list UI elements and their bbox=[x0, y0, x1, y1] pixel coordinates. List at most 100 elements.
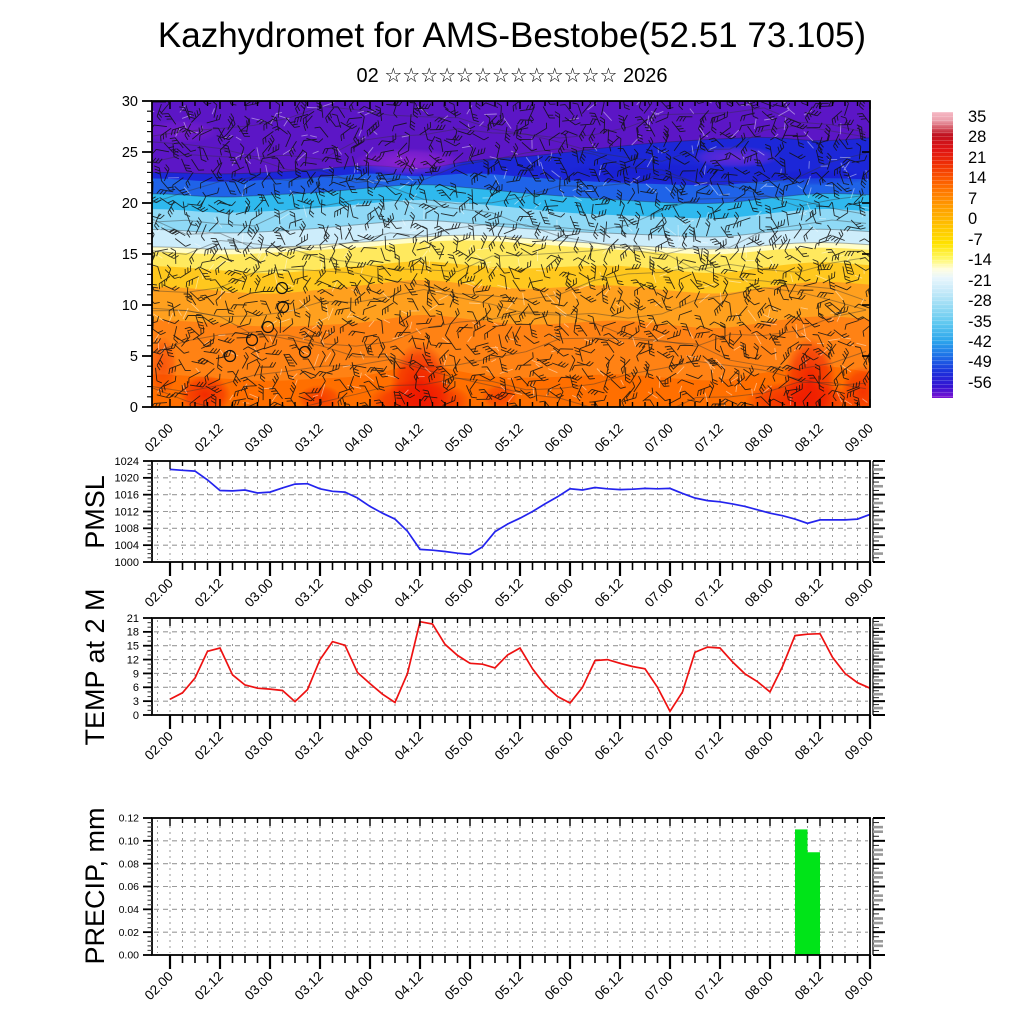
tick-label: 0 bbox=[130, 400, 138, 416]
tick-label: 07.00 bbox=[642, 421, 677, 456]
tick-label: 02.00 bbox=[142, 969, 177, 1004]
tick-label: 08.12 bbox=[792, 729, 827, 764]
tick-label: 1024 bbox=[115, 456, 139, 468]
tick-label: 02.12 bbox=[192, 421, 227, 456]
colorbar-tick-label: 14 bbox=[968, 169, 987, 188]
precip-bar bbox=[807, 852, 820, 955]
cross-section-panel: 0 5 10 15 20 25 30 02.00 02.12 03.00 03.12 04.00 04.… bbox=[122, 94, 876, 456]
tick-label: 06.12 bbox=[592, 421, 627, 456]
tick-label: 02.00 bbox=[142, 421, 177, 456]
tick-label: 09.00 bbox=[842, 969, 877, 1004]
tick-label: 03.00 bbox=[242, 421, 277, 456]
tick-label: 02.12 bbox=[192, 969, 227, 1004]
tick-label: 07.00 bbox=[642, 576, 677, 611]
tick-label: 21 bbox=[127, 613, 139, 625]
tick-label: 09.00 bbox=[842, 729, 877, 764]
temperature-colorbar bbox=[932, 112, 953, 398]
tick-label: 08.12 bbox=[792, 421, 827, 456]
pmsl-panel: 1000 1004 1008 1012 1016 1020 1024 02.00 02.12 03… bbox=[115, 456, 885, 610]
tick-label: 30 bbox=[122, 94, 138, 110]
tick-label: 04.00 bbox=[342, 969, 377, 1004]
tick-label: 03.00 bbox=[242, 969, 277, 1004]
tick-label: 04.00 bbox=[342, 421, 377, 456]
red-patch bbox=[841, 365, 870, 407]
tick-label: 0.00 bbox=[119, 950, 140, 962]
tick-label: 0.04 bbox=[119, 904, 140, 916]
colorbar-tick-label: -14 bbox=[968, 251, 992, 270]
tick-label: 1012 bbox=[115, 506, 139, 518]
tick-label: 07.12 bbox=[692, 576, 727, 611]
tick-label: 07.00 bbox=[642, 729, 677, 764]
tick-label: 02.12 bbox=[192, 576, 227, 611]
tick-label: 9 bbox=[133, 668, 139, 680]
tick-label: 07.12 bbox=[692, 729, 727, 764]
temp-line bbox=[169, 620, 871, 713]
tick-label: 25 bbox=[122, 145, 138, 161]
tick-label: 08.00 bbox=[742, 969, 777, 1004]
tick-label: 03.00 bbox=[242, 576, 277, 611]
tick-label: 05.00 bbox=[442, 969, 477, 1004]
tick-label: 0 bbox=[133, 710, 139, 722]
colorbar-tick-label: -7 bbox=[968, 230, 983, 249]
colorbar-tick-label: -28 bbox=[968, 292, 992, 311]
tick-label: 05.00 bbox=[442, 729, 477, 764]
tick-label: 20 bbox=[122, 196, 138, 212]
tick-label: 1016 bbox=[115, 490, 139, 502]
tick-label: 06.12 bbox=[592, 729, 627, 764]
red-patch bbox=[745, 380, 855, 407]
tick-label: 15 bbox=[127, 641, 139, 653]
temperature-shading bbox=[152, 101, 870, 407]
colorbar-tick-label: 7 bbox=[968, 189, 978, 208]
tick-label: 06.00 bbox=[542, 729, 577, 764]
tick-label: 05.12 bbox=[492, 576, 527, 611]
red-patch bbox=[298, 384, 342, 407]
tick-label: 15 bbox=[122, 247, 138, 263]
tick-label: 3 bbox=[133, 696, 139, 708]
tick-label: 02.00 bbox=[142, 576, 177, 611]
colorbar-tick-label: 35 bbox=[968, 108, 987, 126]
red-patch bbox=[368, 379, 472, 407]
tick-label: 05.12 bbox=[492, 729, 527, 764]
tick-label: 03.00 bbox=[242, 729, 277, 764]
tick-label: 08.12 bbox=[792, 576, 827, 611]
tick-label: 5 bbox=[130, 349, 138, 365]
tick-label: 07.12 bbox=[692, 969, 727, 1004]
colorbar-tick-label: -35 bbox=[968, 312, 992, 331]
red-patch bbox=[179, 374, 231, 407]
tick-label: 05.12 bbox=[492, 969, 527, 1004]
tick-label: 07.00 bbox=[642, 969, 677, 1004]
tick-label: 10 bbox=[122, 298, 138, 314]
tick-label: 0.06 bbox=[119, 881, 140, 893]
tick-label: 04.12 bbox=[392, 729, 427, 764]
tick-label: 02.12 bbox=[192, 729, 227, 764]
tick-label: 1000 bbox=[115, 557, 139, 569]
tick-label: 03.12 bbox=[292, 969, 327, 1004]
pmsl-line bbox=[169, 468, 871, 556]
colorbar-tick-label: 21 bbox=[968, 148, 987, 167]
page-title: Kazhydromet for AMS-Bestobe(52.51 73.105… bbox=[157, 16, 867, 55]
tick-label: 18 bbox=[127, 627, 139, 639]
tick-label: 04.12 bbox=[392, 421, 427, 456]
red-patch bbox=[482, 384, 518, 407]
tick-label: 05.12 bbox=[492, 421, 527, 456]
tick-label: 08.00 bbox=[742, 576, 777, 611]
page-subtitle: 02 ☆☆☆☆☆☆☆☆☆☆☆☆☆ 2026 bbox=[356, 65, 668, 87]
tick-label: 07.12 bbox=[692, 421, 727, 456]
magenta-patch bbox=[152, 119, 220, 144]
calm-wind-circle bbox=[275, 281, 289, 295]
tick-label: 6 bbox=[133, 682, 139, 694]
colorbar-tick-label: -49 bbox=[968, 353, 992, 372]
tick-label: 06.00 bbox=[542, 421, 577, 456]
tick-label: 08.00 bbox=[742, 729, 777, 764]
tick-label: 04.12 bbox=[392, 969, 427, 1004]
calm-wind-circle bbox=[245, 333, 259, 347]
colorbar-tick-label: -42 bbox=[968, 332, 992, 351]
tick-label: 02.00 bbox=[142, 729, 177, 764]
tick-label: 1020 bbox=[115, 473, 139, 485]
tick-label: 03.12 bbox=[292, 729, 327, 764]
colorbar-tick-label: -56 bbox=[968, 373, 992, 392]
colorbar-tick-label: 28 bbox=[968, 128, 987, 147]
tick-label: 06.00 bbox=[542, 576, 577, 611]
